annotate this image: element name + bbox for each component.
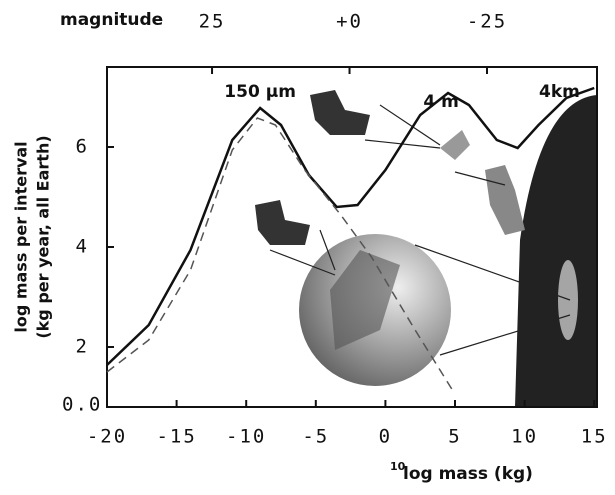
annotation: 150 µm: [224, 82, 296, 102]
x2-tick-label: 25: [199, 11, 226, 33]
rock: [485, 165, 525, 235]
x-tick-label: -10: [226, 426, 266, 448]
y-label: log mass per interval: [12, 141, 31, 332]
y-tick-label: 2: [76, 336, 89, 358]
line: [106, 86, 595, 366]
y-label: (kg per year, all Earth): [34, 135, 53, 338]
x-tick-label: -15: [156, 426, 196, 448]
x-tick-label: -5: [302, 426, 329, 448]
plot-frame: [106, 66, 598, 408]
x-tick-label: -20: [87, 426, 127, 448]
annotation: 4km: [539, 82, 580, 102]
x-label: log mass (kg): [403, 464, 533, 484]
x-tick-label: 0: [379, 426, 392, 448]
x2-label: magnitude: [60, 10, 163, 30]
x-label-superscript: 10: [390, 460, 406, 473]
comet-nucleus: [515, 95, 597, 407]
sphere-body: [330, 250, 400, 350]
y-bottom-label: 0.0: [62, 394, 102, 416]
y-tick-label: 4: [76, 236, 89, 258]
particle: [255, 200, 310, 245]
x2-tick-label: +0: [336, 11, 363, 33]
particle: [310, 90, 370, 135]
rock: [440, 130, 470, 160]
x-tick-label: 15: [581, 426, 608, 448]
x-tick-label: 5: [448, 426, 461, 448]
x2-tick-label: -25: [467, 11, 507, 33]
x-tick-label: 10: [511, 426, 538, 448]
y-tick-label: 6: [76, 136, 89, 158]
line: [106, 117, 455, 393]
comet-jet: [558, 260, 578, 340]
illustrations: [255, 90, 597, 407]
